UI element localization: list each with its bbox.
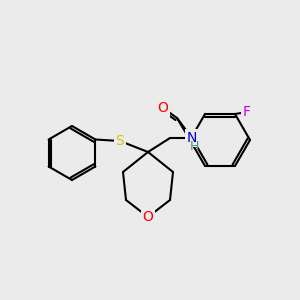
- Text: N: N: [187, 131, 197, 145]
- Text: O: O: [158, 101, 168, 115]
- Text: H: H: [189, 140, 199, 154]
- Text: O: O: [142, 210, 153, 224]
- Text: S: S: [116, 134, 124, 148]
- Text: F: F: [243, 105, 251, 119]
